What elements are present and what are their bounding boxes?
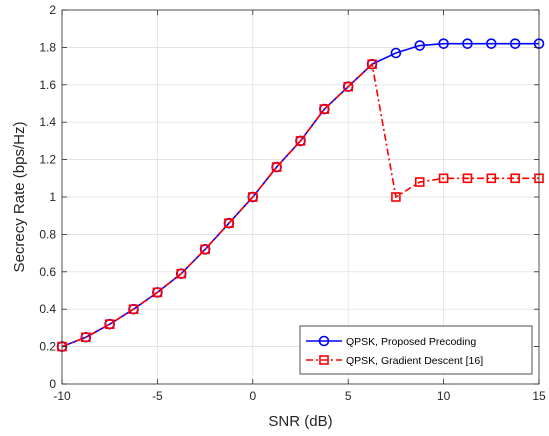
series-layer: [56, 38, 545, 352]
x-tick-label: 15: [532, 389, 546, 403]
y-tick-label: 0.6: [39, 265, 56, 279]
series-1-point: [509, 38, 521, 49]
legend-swatch-marker: [318, 335, 330, 347]
x-tick-label: -5: [152, 389, 163, 403]
series-1-point: [462, 38, 473, 49]
x-tick-label: -10: [53, 389, 71, 403]
series-2-point: [391, 192, 401, 202]
x-tick-label: 0: [249, 389, 256, 403]
series-2-point: [224, 218, 234, 228]
series-2-point: [104, 319, 115, 329]
series-2-point: [176, 268, 187, 279]
series-1-point: [414, 40, 426, 51]
y-tick-label: 1: [49, 190, 56, 204]
y-axis-title: Secrecy Rate (bps/Hz): [11, 122, 28, 273]
series-2-point: [248, 192, 258, 202]
x-tick-label: 5: [345, 389, 352, 403]
y-tick-label: 0.2: [39, 340, 56, 354]
series-2-point: [128, 304, 139, 315]
series-2-point: [414, 177, 425, 187]
series-2-point: [200, 244, 210, 255]
series-2-point: [462, 173, 473, 184]
series-1-point: [485, 38, 497, 49]
y-tick-label: 0.4: [39, 302, 56, 316]
y-tick-label: 2: [49, 3, 56, 17]
legend-box: [299, 325, 533, 375]
series-2-point: [367, 59, 377, 70]
y-tick-label: 0.8: [39, 227, 56, 241]
legend-swatch-marker: [319, 355, 329, 365]
series-2-point: [343, 81, 354, 92]
series-2-point: [152, 287, 163, 298]
series-2-point: [319, 104, 330, 114]
series-2-point: [271, 162, 282, 172]
y-tick-label: 1.2: [39, 153, 56, 167]
y-tick-label: 1.6: [39, 78, 56, 92]
series-2-point: [295, 136, 306, 146]
series-2-line: [61, 62, 539, 348]
x-axis-title: SNR (dB): [268, 413, 332, 430]
legend: QPSK, Proposed Precoding QPSK, Gradient D…: [299, 325, 533, 375]
series-2-point: [486, 173, 497, 184]
series-1-point: [390, 47, 402, 59]
series-1-point: [438, 38, 449, 49]
legend-label: QPSK, Proposed Precoding: [346, 336, 476, 348]
y-tick-label: 0: [49, 377, 56, 391]
y-tick-label: 1.4: [39, 115, 56, 129]
series-2-point: [438, 173, 449, 184]
x-tick-label: 10: [437, 389, 451, 403]
axis-ticks: -10 -5 0 5 10 15 0 0.2 0.4 0.6 0.8 1 1.2 1.4 1.6 1.8 2: [39, 3, 546, 403]
series-2-point: [510, 173, 520, 184]
y-tick-label: 1.8: [39, 40, 56, 54]
legend-label: QPSK, Gradient Descent [16]: [346, 355, 483, 367]
series-2-point: [81, 332, 91, 343]
